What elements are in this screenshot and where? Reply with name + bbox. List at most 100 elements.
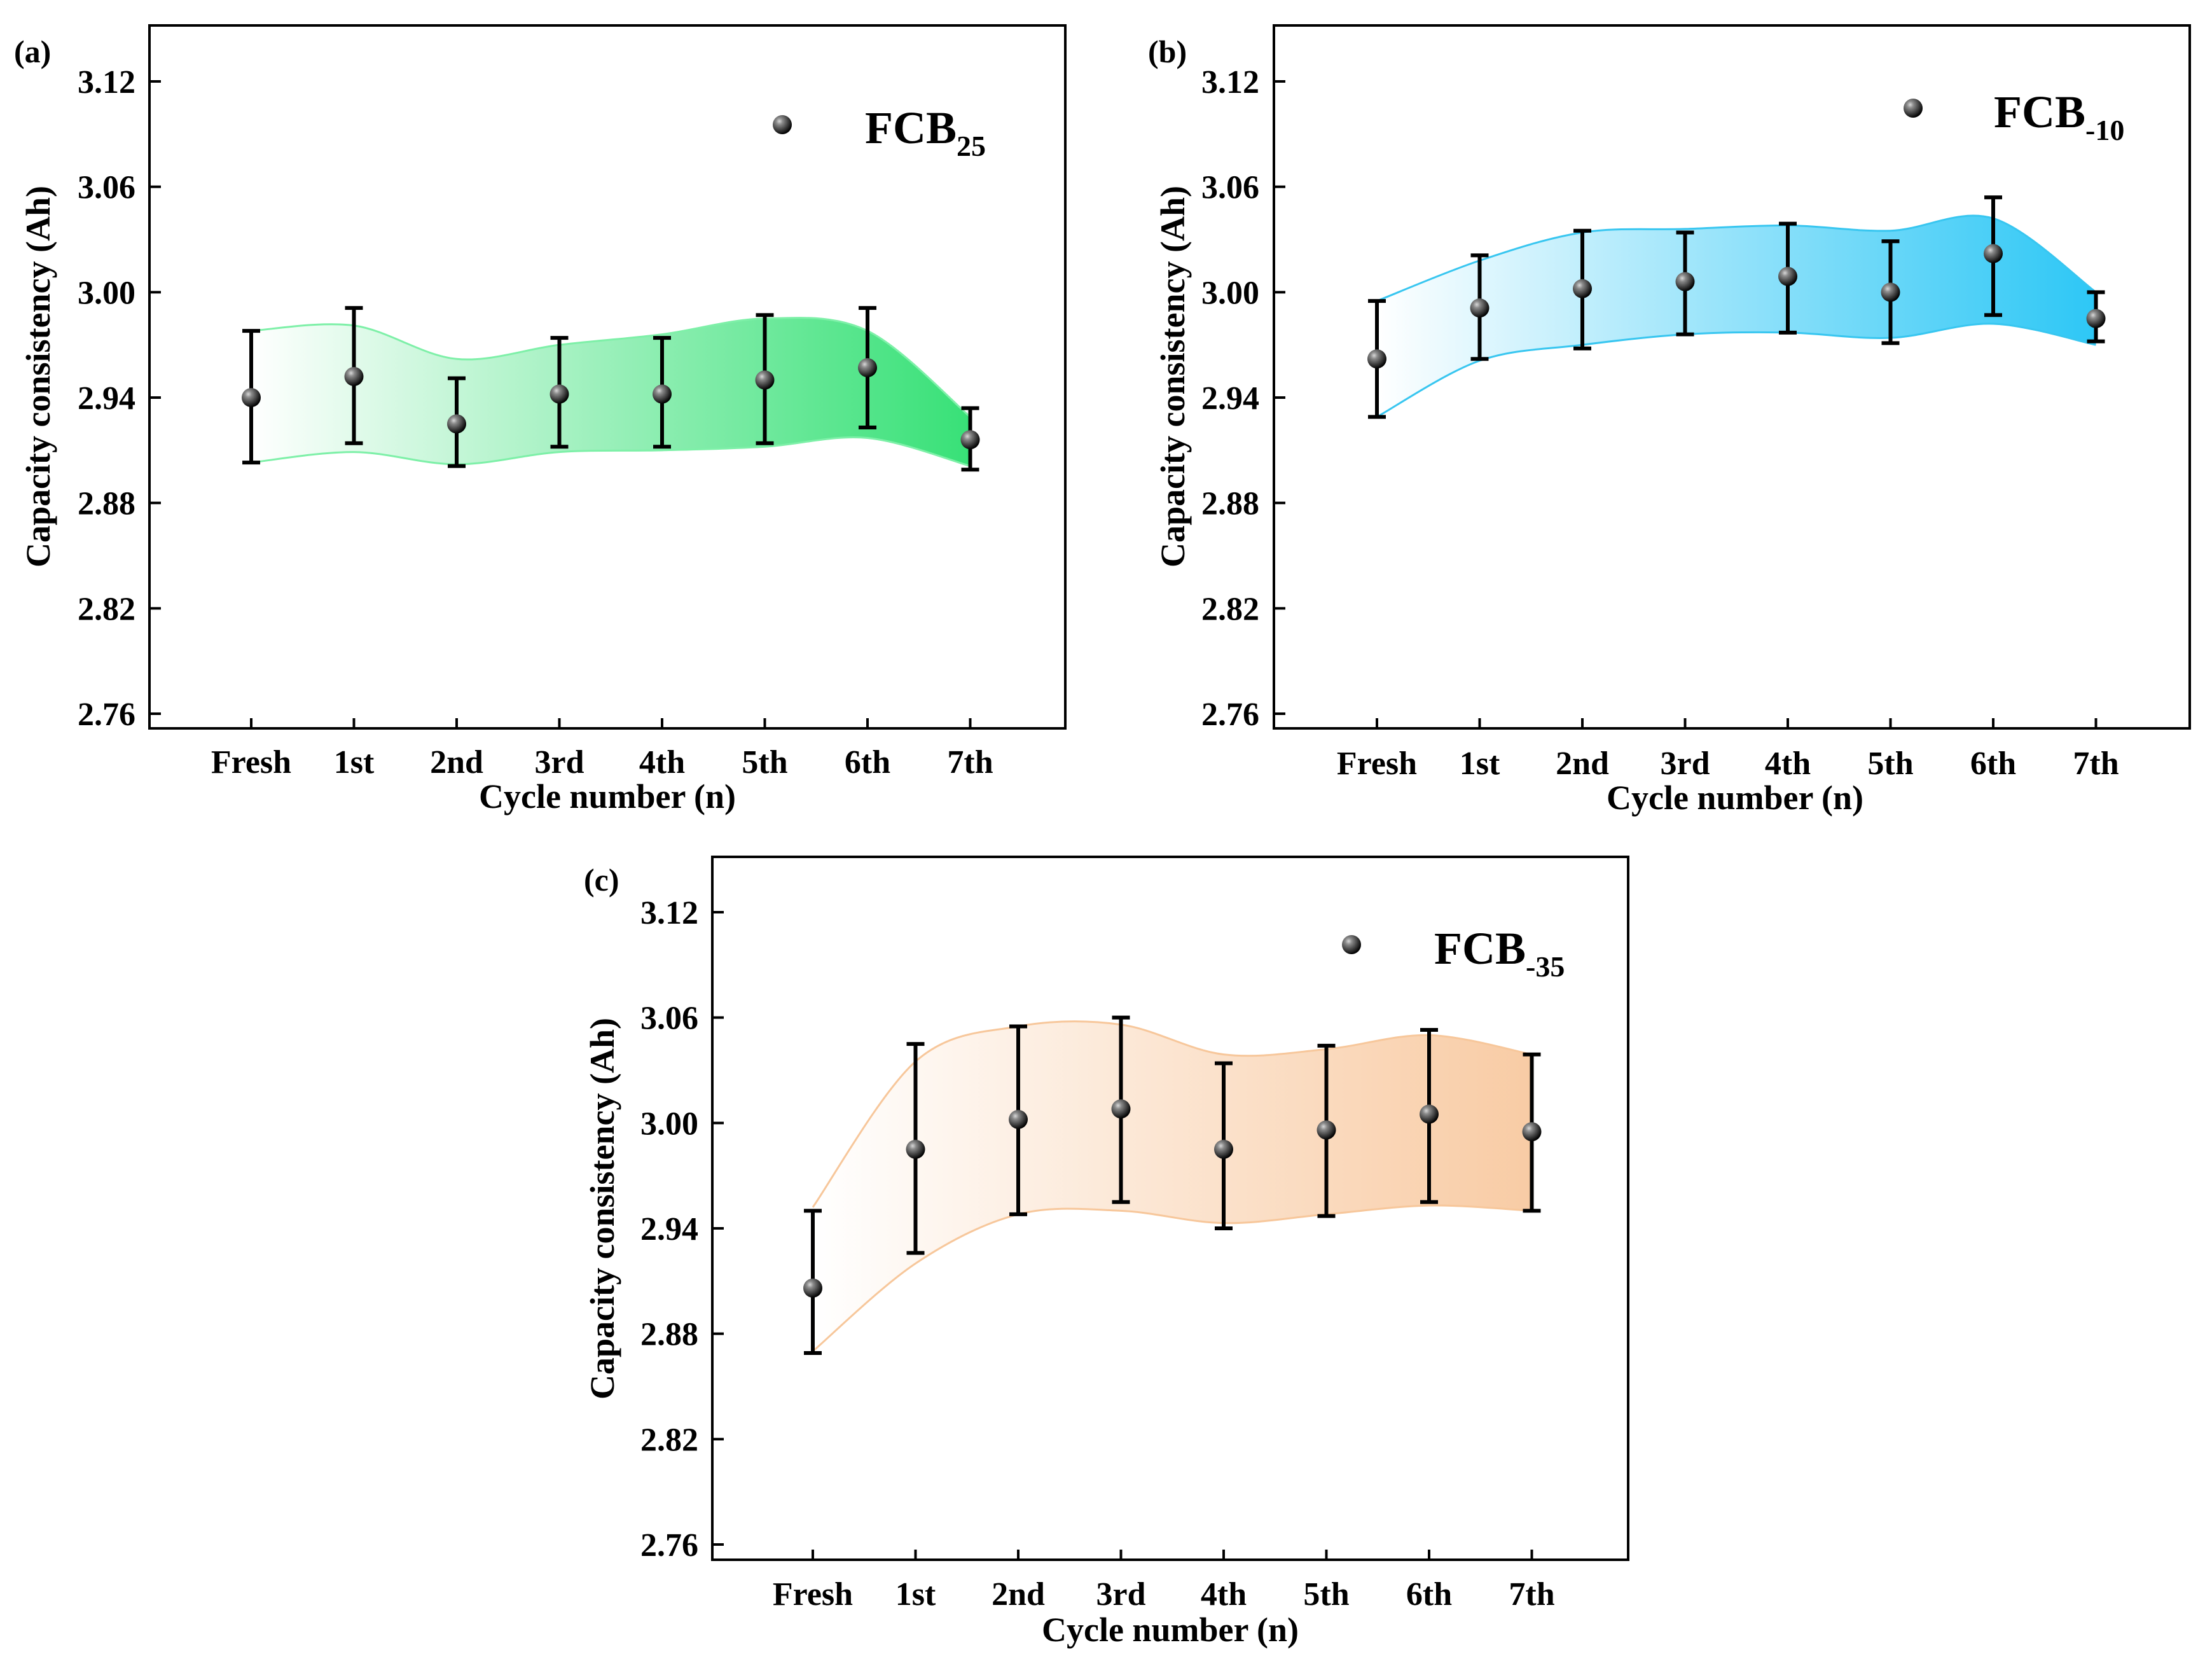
data-point	[1420, 1104, 1439, 1124]
x-tick-label: Fresh	[1337, 746, 1417, 782]
data-point	[1317, 1120, 1336, 1140]
legend-main: FCB	[865, 102, 957, 153]
legend-main: FCB	[1434, 923, 1526, 974]
x-tick-label: 2nd	[1556, 746, 1609, 782]
y-tick-label: 2.94	[640, 1211, 698, 1247]
legend-main: FCB	[1994, 87, 2085, 137]
x-tick-label: 3rd	[1661, 746, 1710, 782]
data-point	[1881, 282, 1900, 302]
panel-label: (c)	[584, 862, 619, 898]
band-area	[813, 1021, 1532, 1352]
y-tick-label: 2.76	[78, 697, 135, 733]
x-tick-label: 1st	[1460, 746, 1500, 782]
y-axis-ticks: 2.76 2.82 2.88 2.94 3.00 3.06 3.12	[78, 64, 161, 733]
x-tick-label: 6th	[1406, 1576, 1452, 1613]
data-points	[242, 306, 980, 472]
data-point	[653, 384, 672, 404]
band-area	[1377, 216, 2096, 417]
x-axis-title: Cycle number (n)	[479, 777, 736, 816]
y-axis-title: Capacity consistency (Ah)	[19, 186, 57, 567]
x-tick-label: 4th	[639, 744, 685, 781]
data-point	[755, 370, 775, 390]
chart-panel-c: 2.76 2.82 2.88 2.94 3.00 3.06 3.12 Fresh 1st 2nd…	[583, 856, 1629, 1649]
data-point	[2086, 309, 2106, 328]
plot-frame	[711, 856, 1629, 1561]
y-tick-label: 3.12	[1201, 64, 1259, 101]
y-tick-label: 3.06	[78, 170, 135, 206]
data-point	[1367, 349, 1386, 369]
y-tick-label: 3.00	[640, 1106, 698, 1142]
x-axis-ticks: Fresh 1st 2nd 3rd 4th 5th 6th 7th	[211, 718, 993, 781]
y-tick-label: 3.00	[78, 275, 135, 311]
legend-marker	[1342, 935, 1361, 954]
y-tick-label: 2.76	[1201, 697, 1259, 733]
y-axis-ticks: 2.76 2.82 2.88 2.94 3.00 3.06 3.12	[640, 895, 724, 1564]
x-tick-label: 4th	[1201, 1576, 1247, 1613]
y-tick-label: 2.82	[1201, 591, 1259, 627]
plot-frame	[148, 24, 1067, 730]
y-tick-label: 2.88	[1201, 486, 1259, 522]
x-tick-label: 5th	[1867, 746, 1913, 782]
data-point	[906, 1139, 925, 1159]
y-tick-label: 2.76	[640, 1527, 698, 1564]
legend-label: FCB-10	[1994, 87, 2124, 146]
y-tick-label: 2.82	[640, 1422, 698, 1458]
y-axis-ticks: 2.76 2.82 2.88 2.94 3.00 3.06 3.12	[1201, 64, 1285, 733]
data-point	[858, 358, 877, 378]
y-tick-label: 3.06	[1201, 170, 1259, 206]
data-point	[1675, 272, 1695, 291]
data-point	[242, 388, 261, 407]
data-point	[344, 366, 364, 386]
band-area	[251, 317, 971, 466]
data-point	[1009, 1109, 1028, 1129]
legend-subscript: -35	[1526, 950, 1565, 983]
y-tick-label: 2.94	[78, 380, 135, 417]
y-tick-label: 2.88	[640, 1317, 698, 1353]
y-axis-title: Capacity consistency (Ah)	[1154, 186, 1192, 567]
x-tick-label: 5th	[1303, 1576, 1349, 1613]
legend-marker	[1904, 99, 1923, 118]
y-axis-title: Capacity consistency (Ah)	[583, 1018, 621, 1399]
legend-subscript: 25	[957, 130, 986, 162]
data-point	[1470, 298, 1490, 318]
data-point	[960, 430, 980, 450]
data-point	[1522, 1122, 1542, 1142]
x-tick-label: 4th	[1765, 746, 1811, 782]
panel-label: (b)	[1148, 34, 1187, 69]
data-point	[1573, 279, 1592, 298]
y-tick-label: 3.12	[78, 64, 135, 101]
x-tick-label: 5th	[742, 744, 787, 781]
x-axis-title: Cycle number (n)	[1607, 779, 1863, 817]
data-point	[550, 384, 569, 404]
x-tick-label: 3rd	[1096, 1576, 1146, 1613]
data-point	[1111, 1099, 1131, 1119]
x-tick-label: 7th	[2073, 746, 2119, 782]
data-point	[447, 414, 466, 434]
x-tick-label: Fresh	[773, 1576, 853, 1613]
y-tick-label: 2.82	[78, 591, 135, 627]
panel-label: (a)	[14, 34, 51, 69]
data-points	[803, 1015, 1542, 1356]
confidence-band	[812, 1020, 1532, 1352]
chart-panel-a: 2.76 2.82 2.88 2.94 3.00 3.06 3.12 Fresh 1st 2nd…	[14, 24, 1067, 816]
x-axis-title: Cycle number (n)	[1042, 1611, 1299, 1649]
data-point	[803, 1278, 822, 1298]
y-tick-label: 3.12	[640, 895, 698, 931]
x-tick-label: 1st	[334, 744, 375, 781]
x-tick-label: 6th	[845, 744, 890, 781]
x-axis-ticks: Fresh 1st 2nd 3rd 4th 5th 6th 7th	[773, 1550, 1555, 1613]
x-tick-label: 2nd	[992, 1576, 1045, 1613]
data-point	[1984, 244, 2003, 263]
band-lower-edge	[812, 1204, 1532, 1352]
chart-panel-b: 2.76 2.82 2.88 2.94 3.00 3.06 3.12 Fresh 1st 2nd…	[1148, 24, 2191, 817]
x-axis-ticks: Fresh 1st 2nd 3rd 4th 5th 6th 7th	[1337, 718, 2119, 782]
data-point	[1214, 1139, 1233, 1159]
plot-frame	[1273, 24, 2191, 730]
x-tick-label: 1st	[895, 1576, 936, 1613]
y-tick-label: 3.06	[640, 1001, 698, 1037]
legend-label: FCB25	[865, 102, 986, 162]
x-tick-label: 7th	[947, 744, 993, 781]
x-tick-label: 3rd	[535, 744, 584, 781]
x-tick-label: 7th	[1509, 1576, 1554, 1613]
